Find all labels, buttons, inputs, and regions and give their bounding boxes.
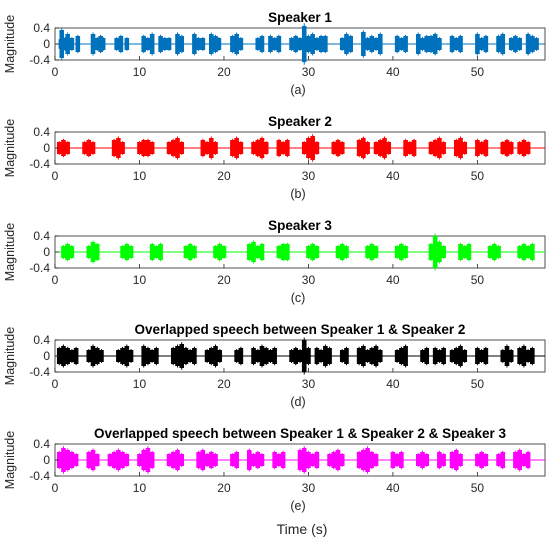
x-tick-label: 30 (302, 377, 316, 391)
x-tick-label: 0 (52, 481, 59, 495)
y-tick-label: -0.4 (29, 157, 50, 171)
y-tick-label: 0 (43, 245, 50, 259)
chart-panel: Overlapped speech between Speaker 1 & Sp… (3, 322, 546, 409)
x-tick-label: 0 (52, 377, 59, 391)
x-tick-label: 10 (133, 377, 147, 391)
panel-caption: (c) (291, 291, 306, 305)
x-tick-label: 50 (471, 65, 485, 79)
x-tick-label: 50 (471, 377, 485, 391)
y-axis-label: Magnitude (3, 119, 17, 177)
x-tick-label: 50 (471, 273, 485, 287)
x-tick-label: 50 (471, 169, 485, 183)
y-axis-label: Magnitude (3, 327, 17, 385)
y-tick-label: 0 (43, 453, 50, 467)
x-tick-label: 30 (302, 481, 316, 495)
panel-caption: (b) (290, 187, 305, 201)
y-tick-label: -0.4 (29, 469, 50, 483)
x-tick-label: 50 (471, 481, 485, 495)
panel-caption: (e) (290, 499, 305, 513)
y-axis-label: Magnitude (3, 15, 17, 73)
y-tick-label: 0.4 (33, 229, 50, 243)
x-tick-label: 10 (133, 65, 147, 79)
y-tick-label: 0 (43, 349, 50, 363)
x-tick-label: 20 (217, 169, 231, 183)
y-tick-label: -0.4 (29, 365, 50, 379)
x-tick-label: 20 (217, 65, 231, 79)
x-tick-label: 30 (302, 169, 316, 183)
y-axis-label: Magnitude (3, 431, 17, 489)
x-tick-label: 20 (217, 377, 231, 391)
x-tick-label: 0 (52, 65, 59, 79)
x-tick-label: 40 (386, 481, 400, 495)
y-tick-label: 0 (43, 37, 50, 51)
x-tick-label: 20 (217, 273, 231, 287)
y-tick-label: 0.4 (33, 333, 50, 347)
chart-panel: Overlapped speech between Speaker 1 & Sp… (3, 426, 546, 513)
chart-title: Overlapped speech between Speaker 1 & Sp… (135, 322, 466, 337)
x-tick-label: 40 (386, 377, 400, 391)
y-axis-label: Magnitude (3, 223, 17, 281)
y-tick-label: 0.4 (33, 437, 50, 451)
x-tick-label: 0 (52, 273, 59, 287)
x-tick-label: 30 (302, 273, 316, 287)
x-tick-label: 10 (133, 481, 147, 495)
x-tick-label: 10 (133, 273, 147, 287)
x-axis-label: Time (s) (277, 521, 328, 537)
panel-caption: (d) (290, 395, 305, 409)
x-tick-label: 40 (386, 169, 400, 183)
x-tick-label: 40 (386, 65, 400, 79)
chart-title: Speaker 2 (268, 114, 332, 129)
x-tick-label: 40 (386, 273, 400, 287)
y-tick-label: -0.4 (29, 261, 50, 275)
chart-title: Speaker 3 (268, 218, 332, 233)
chart-title: Speaker 1 (268, 10, 332, 25)
x-tick-label: 20 (217, 481, 231, 495)
x-tick-label: 30 (302, 65, 316, 79)
x-tick-label: 10 (133, 169, 147, 183)
x-tick-label: 0 (52, 169, 59, 183)
y-tick-label: -0.4 (29, 53, 50, 67)
panel-caption: (a) (290, 83, 305, 97)
y-tick-label: 0.4 (33, 21, 50, 35)
y-tick-label: 0 (43, 141, 50, 155)
y-tick-label: 0.4 (33, 125, 50, 139)
chart-title: Overlapped speech between Speaker 1 & Sp… (94, 426, 506, 441)
